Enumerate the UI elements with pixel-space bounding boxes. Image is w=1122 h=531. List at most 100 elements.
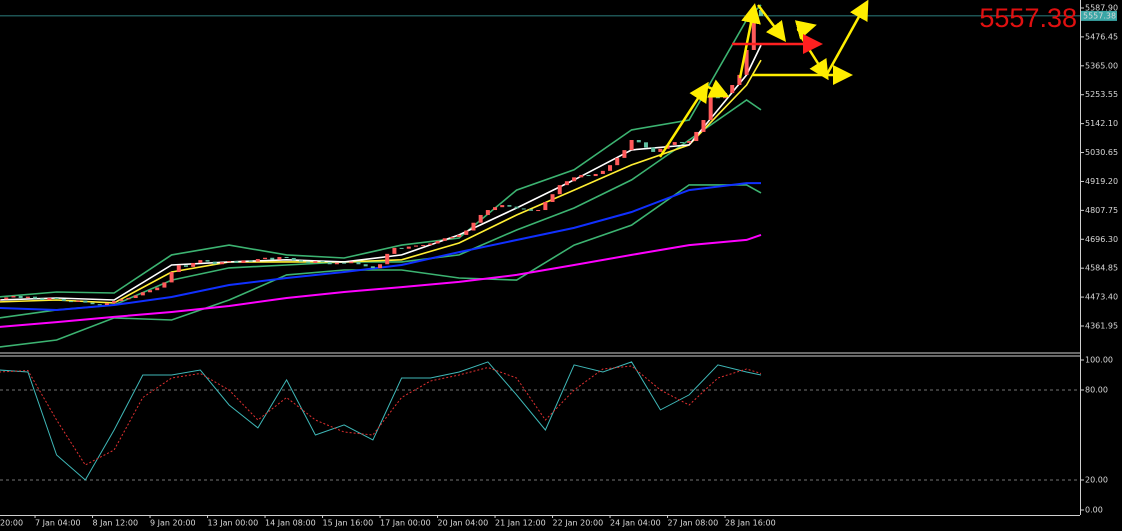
- candle: [493, 207, 498, 211]
- price-tag-label: 5557.38: [1083, 11, 1116, 20]
- candle: [672, 142, 677, 145]
- candle: [643, 142, 648, 148]
- candle: [658, 148, 663, 152]
- candle: [550, 194, 555, 202]
- candle: [730, 85, 735, 94]
- x-tick-label: 27 Jan 08:00: [668, 519, 719, 528]
- candle: [500, 205, 505, 208]
- candle: [248, 260, 253, 262]
- y-tick-label: 4361.95: [1085, 321, 1118, 330]
- price-tag: [1081, 10, 1117, 21]
- candle: [33, 296, 38, 299]
- candle: [679, 142, 684, 144]
- candle: [363, 264, 368, 267]
- current-price: 5557.38: [979, 3, 1077, 33]
- candle: [298, 260, 303, 262]
- candle: [701, 120, 706, 132]
- candle: [162, 282, 167, 288]
- candle: [737, 74, 742, 86]
- candle: [392, 247, 397, 254]
- x-tick-label: 7 Jan 04:00: [35, 519, 81, 528]
- x-tick-label: 24 Jan 04:00: [610, 519, 661, 528]
- candle: [112, 301, 117, 304]
- candle: [40, 298, 45, 301]
- candle: [485, 210, 490, 215]
- indicator-line: [0, 233, 762, 328]
- x-tick-label: 14 Jan 08:00: [265, 519, 316, 528]
- candle: [4, 297, 9, 300]
- indicator-line: [0, 99, 762, 319]
- candle: [406, 246, 411, 249]
- candle: [708, 95, 713, 121]
- x-tick-label: 17 Jan 00:00: [380, 519, 431, 528]
- candle: [54, 297, 59, 300]
- candle: [47, 297, 52, 301]
- candle: [255, 259, 260, 262]
- x-tick-label: 20 Jan 04:00: [438, 519, 489, 528]
- candle: [636, 139, 641, 143]
- oscillator-line: [0, 361, 762, 481]
- indicator-line: [0, 59, 762, 304]
- annotations: [658, 0, 869, 158]
- candle: [744, 49, 749, 75]
- arrow: [658, 81, 709, 158]
- candle: [572, 177, 577, 182]
- candle: [651, 147, 656, 152]
- candle: [306, 261, 311, 263]
- x-tick-label: 15 Jan 16:00: [323, 519, 374, 528]
- candle: [421, 245, 426, 247]
- candle: [0, 299, 2, 301]
- candle: [464, 230, 469, 235]
- candle: [155, 287, 160, 291]
- x-tick-label: 28 Jan 16:00: [725, 519, 776, 528]
- candle: [68, 301, 73, 303]
- candle: [313, 261, 318, 263]
- arrow: [824, 0, 869, 77]
- candle: [370, 266, 375, 269]
- candle: [349, 261, 354, 264]
- candle: [270, 257, 275, 260]
- x-tick-label: 21 Jan 12:00: [495, 519, 546, 528]
- candle: [76, 300, 81, 302]
- y-tick-label: 4696.30: [1085, 235, 1118, 244]
- indicator-line: [0, 182, 761, 312]
- candle: [543, 201, 548, 211]
- x-edge-label: 20:00: [0, 519, 23, 528]
- y-tick-label: 5476.45: [1085, 32, 1118, 41]
- candle: [471, 222, 476, 231]
- y-tick-label: 5142.10: [1085, 119, 1118, 128]
- candle: [205, 260, 210, 262]
- candle: [198, 260, 203, 263]
- candle: [457, 234, 462, 238]
- candle: [399, 247, 404, 249]
- candle: [227, 261, 232, 263]
- y-tick-label: 5253.55: [1085, 90, 1118, 99]
- candle: [25, 296, 30, 298]
- candle: [413, 245, 418, 247]
- candle: [536, 210, 541, 212]
- candle: [169, 272, 174, 283]
- candle: [284, 256, 289, 259]
- x-tick-label: 13 Jan 00:00: [208, 519, 259, 528]
- candle: [191, 262, 196, 267]
- candle: [18, 295, 23, 298]
- y-tick-label: 100.00: [1085, 355, 1113, 364]
- y-tick-label: 20.00: [1085, 476, 1108, 485]
- candle: [428, 243, 433, 246]
- arrow: [705, 79, 730, 98]
- candle: [564, 181, 569, 186]
- y-tick-label: 80.00: [1085, 385, 1108, 394]
- candle: [212, 261, 217, 265]
- candle: [378, 264, 383, 269]
- candle: [320, 261, 325, 263]
- candle: [593, 173, 598, 177]
- marks: 5587.90 5476.45 5365.00 5253.55 5142.10 5030.…: [0, 3, 1118, 528]
- candle: [334, 262, 339, 265]
- candle: [90, 302, 95, 305]
- candle: [263, 257, 268, 260]
- candle: [140, 292, 145, 296]
- candle: [514, 206, 519, 209]
- candle: [507, 205, 512, 207]
- candle: [557, 185, 562, 195]
